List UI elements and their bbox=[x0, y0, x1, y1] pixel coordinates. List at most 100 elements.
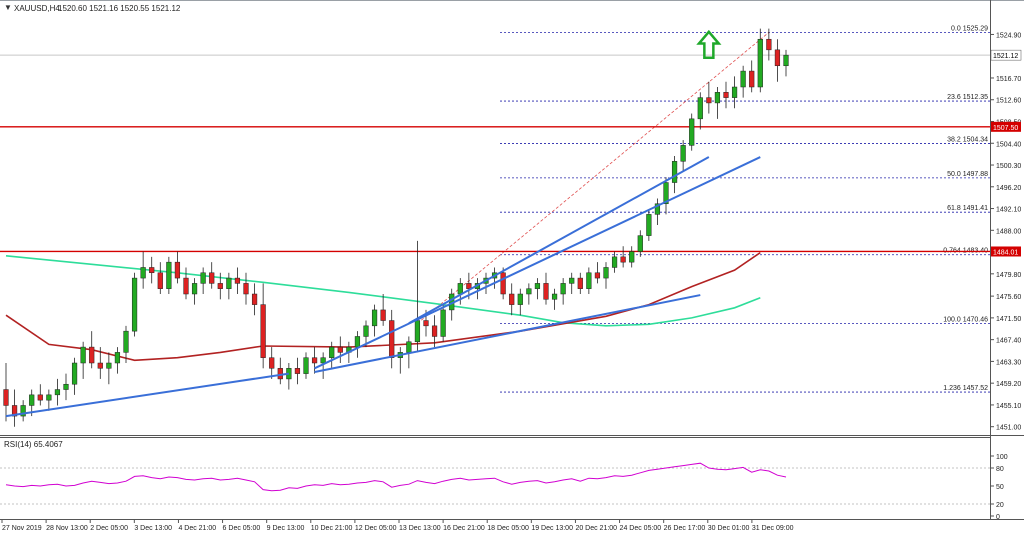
time-tick-label: 12 Dec 05:00 bbox=[355, 525, 397, 532]
price-tick-label: 1492.10 bbox=[996, 207, 1021, 214]
time-tick-label: 24 Dec 05:00 bbox=[620, 525, 662, 532]
time-tick-label: 28 Nov 13:00 bbox=[46, 525, 88, 532]
price-tick-label: 1475.60 bbox=[996, 294, 1021, 301]
price-tick-label: 1471.50 bbox=[996, 316, 1021, 323]
candle-body bbox=[611, 256, 618, 268]
candle-body bbox=[251, 293, 258, 305]
fib-level-label: 50.0 1497.88 bbox=[947, 171, 988, 178]
candle-body bbox=[671, 161, 678, 183]
menu-caret-icon[interactable]: ▼ bbox=[4, 3, 12, 12]
time-tick-label: 3 Dec 13:00 bbox=[134, 525, 172, 532]
rsi-tick-label: 50 bbox=[996, 484, 1004, 491]
candle-body bbox=[586, 272, 592, 289]
candle-body bbox=[320, 357, 326, 364]
candle-body bbox=[689, 118, 695, 146]
candle-body bbox=[234, 277, 241, 284]
candle-body bbox=[20, 405, 26, 417]
level-tag bbox=[991, 246, 1021, 257]
candle-body bbox=[329, 346, 335, 358]
time-tick-label: 27 Nov 2019 bbox=[2, 525, 42, 532]
time-tick-label: 13 Dec 13:00 bbox=[399, 525, 441, 532]
time-tick-label: 16 Dec 21:00 bbox=[443, 525, 485, 532]
fib-level-label: 61.8 1491.41 bbox=[947, 205, 988, 212]
price-tick-label: 1512.60 bbox=[996, 98, 1021, 105]
symbol-label: XAUUSD,H4 bbox=[14, 4, 60, 13]
candle-body bbox=[654, 203, 661, 215]
fib-level-label: 38.2 1504.34 bbox=[947, 137, 988, 144]
trendline-layer bbox=[5, 156, 761, 418]
time-tick-label: 4 Dec 21:00 bbox=[178, 525, 216, 532]
time-tick-label: 10 Dec 21:00 bbox=[311, 525, 353, 532]
candle-body bbox=[680, 145, 686, 162]
rsi-line bbox=[5, 462, 787, 492]
time-tick-label: 18 Dec 05:00 bbox=[487, 525, 529, 532]
candle-body bbox=[337, 346, 343, 353]
candle-body bbox=[406, 341, 412, 353]
rsi-tick-label: 100 bbox=[996, 454, 1008, 461]
price-tick-label: 1467.40 bbox=[996, 338, 1021, 345]
candle-body bbox=[226, 277, 232, 289]
candle-body bbox=[37, 394, 43, 401]
candle-body bbox=[723, 92, 729, 98]
price-tick-label: 1459.20 bbox=[996, 381, 1021, 388]
candle-body bbox=[697, 97, 703, 120]
candle-body bbox=[200, 272, 206, 284]
candle-body bbox=[569, 277, 575, 284]
candle-body bbox=[440, 309, 446, 337]
candle-body bbox=[517, 293, 523, 305]
fib-level-label: 100.0 1470.46 bbox=[943, 316, 988, 323]
fib-level-label: 1.236 1457.52 bbox=[943, 385, 988, 392]
ohlc-readout: 1520.60 1521.16 1520.55 1521.12 bbox=[58, 4, 181, 13]
candle-body bbox=[423, 320, 429, 327]
candle-body bbox=[706, 97, 712, 104]
price-tick-label: 1496.20 bbox=[996, 185, 1021, 192]
candle-body bbox=[509, 293, 515, 305]
price-tick-label: 1488.00 bbox=[996, 228, 1021, 235]
candle-body bbox=[620, 256, 626, 263]
candle-body bbox=[54, 389, 61, 396]
candle-body bbox=[637, 235, 643, 252]
price-tick-label: 1516.70 bbox=[996, 76, 1021, 83]
price-tick-label: 1500.30 bbox=[996, 163, 1021, 170]
level-tag bbox=[991, 121, 1021, 132]
rsi-layer bbox=[0, 462, 990, 505]
candle-body bbox=[774, 49, 781, 67]
rsi-tick-label: 0 bbox=[996, 514, 1000, 521]
candle-body bbox=[414, 320, 421, 343]
candle-body bbox=[714, 92, 721, 104]
candle-body bbox=[543, 283, 549, 300]
candle-body bbox=[80, 346, 86, 364]
candle-body bbox=[757, 38, 763, 88]
candles-layer bbox=[3, 28, 789, 427]
candle-body bbox=[731, 86, 738, 98]
time-tick-label: 26 Dec 17:00 bbox=[664, 525, 706, 532]
trendline bbox=[5, 372, 290, 418]
level-tag-label: 1507.50 bbox=[993, 125, 1018, 132]
rsi-tick-label: 20 bbox=[996, 502, 1004, 509]
candle-body bbox=[783, 54, 789, 67]
candle-body bbox=[217, 283, 223, 289]
candle-body bbox=[114, 352, 121, 364]
time-tick-label: 30 Dec 01:00 bbox=[708, 525, 750, 532]
trendline bbox=[314, 156, 761, 370]
candle-body bbox=[466, 283, 472, 289]
candle-body bbox=[457, 283, 463, 295]
candle-body bbox=[363, 325, 369, 337]
candle-body bbox=[551, 293, 558, 300]
candle-body bbox=[149, 267, 155, 274]
time-tick-label: 9 Dec 13:00 bbox=[267, 525, 305, 532]
time-tick-label: 19 Dec 13:00 bbox=[531, 525, 573, 532]
candle-body bbox=[106, 362, 112, 369]
fib-level-label: 23.6 1512.35 bbox=[947, 94, 988, 101]
fibonacci-layer: 0.0 1525.29 23.6 1512.35 38.2 1504.34 50.0 … bbox=[417, 25, 990, 393]
candle-body bbox=[766, 38, 772, 51]
candle-body bbox=[389, 320, 395, 358]
fib-level-label: 0.0 1525.29 bbox=[951, 25, 988, 32]
price-tick-label: 1463.30 bbox=[996, 359, 1021, 366]
bullish-arrow-icon bbox=[696, 29, 722, 60]
candle-body bbox=[303, 357, 309, 374]
candle-body bbox=[577, 277, 583, 289]
candle-body bbox=[371, 309, 378, 327]
